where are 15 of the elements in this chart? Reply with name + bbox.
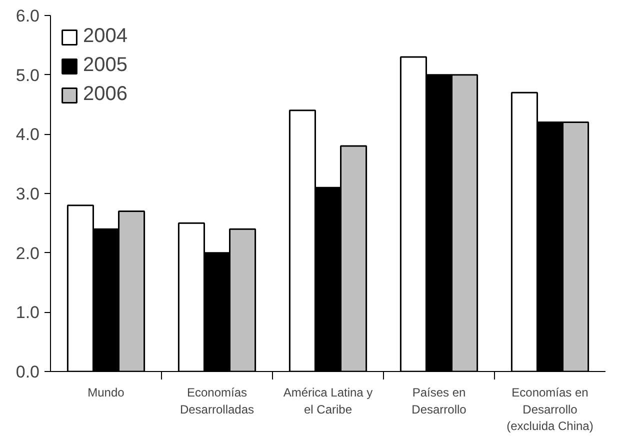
legend-label: 2005	[83, 54, 128, 77]
legend-label: 2006	[83, 83, 128, 106]
legend-label: 2004	[83, 25, 128, 48]
y-tick-label: 4.0	[16, 125, 40, 144]
x-tick-label: Mundo	[88, 386, 125, 400]
x-tick-label: Países en Desarrollo	[412, 386, 467, 416]
x-tick-label: América Latina y el Caribe	[283, 386, 373, 416]
x-tick-label: Economías en Desarrollo (excluida China)	[506, 386, 594, 434]
y-tick-label: 6.0	[16, 6, 40, 26]
y-tick-label: 2.0	[16, 244, 40, 263]
y-tick-label: 3.0	[16, 184, 40, 204]
x-tick-label: Economías Desarrolladas	[180, 386, 254, 416]
y-tick-label: 1.0	[16, 303, 40, 322]
y-tick-label: 5.0	[16, 66, 40, 85]
y-tick-label: 0.0	[16, 362, 40, 382]
